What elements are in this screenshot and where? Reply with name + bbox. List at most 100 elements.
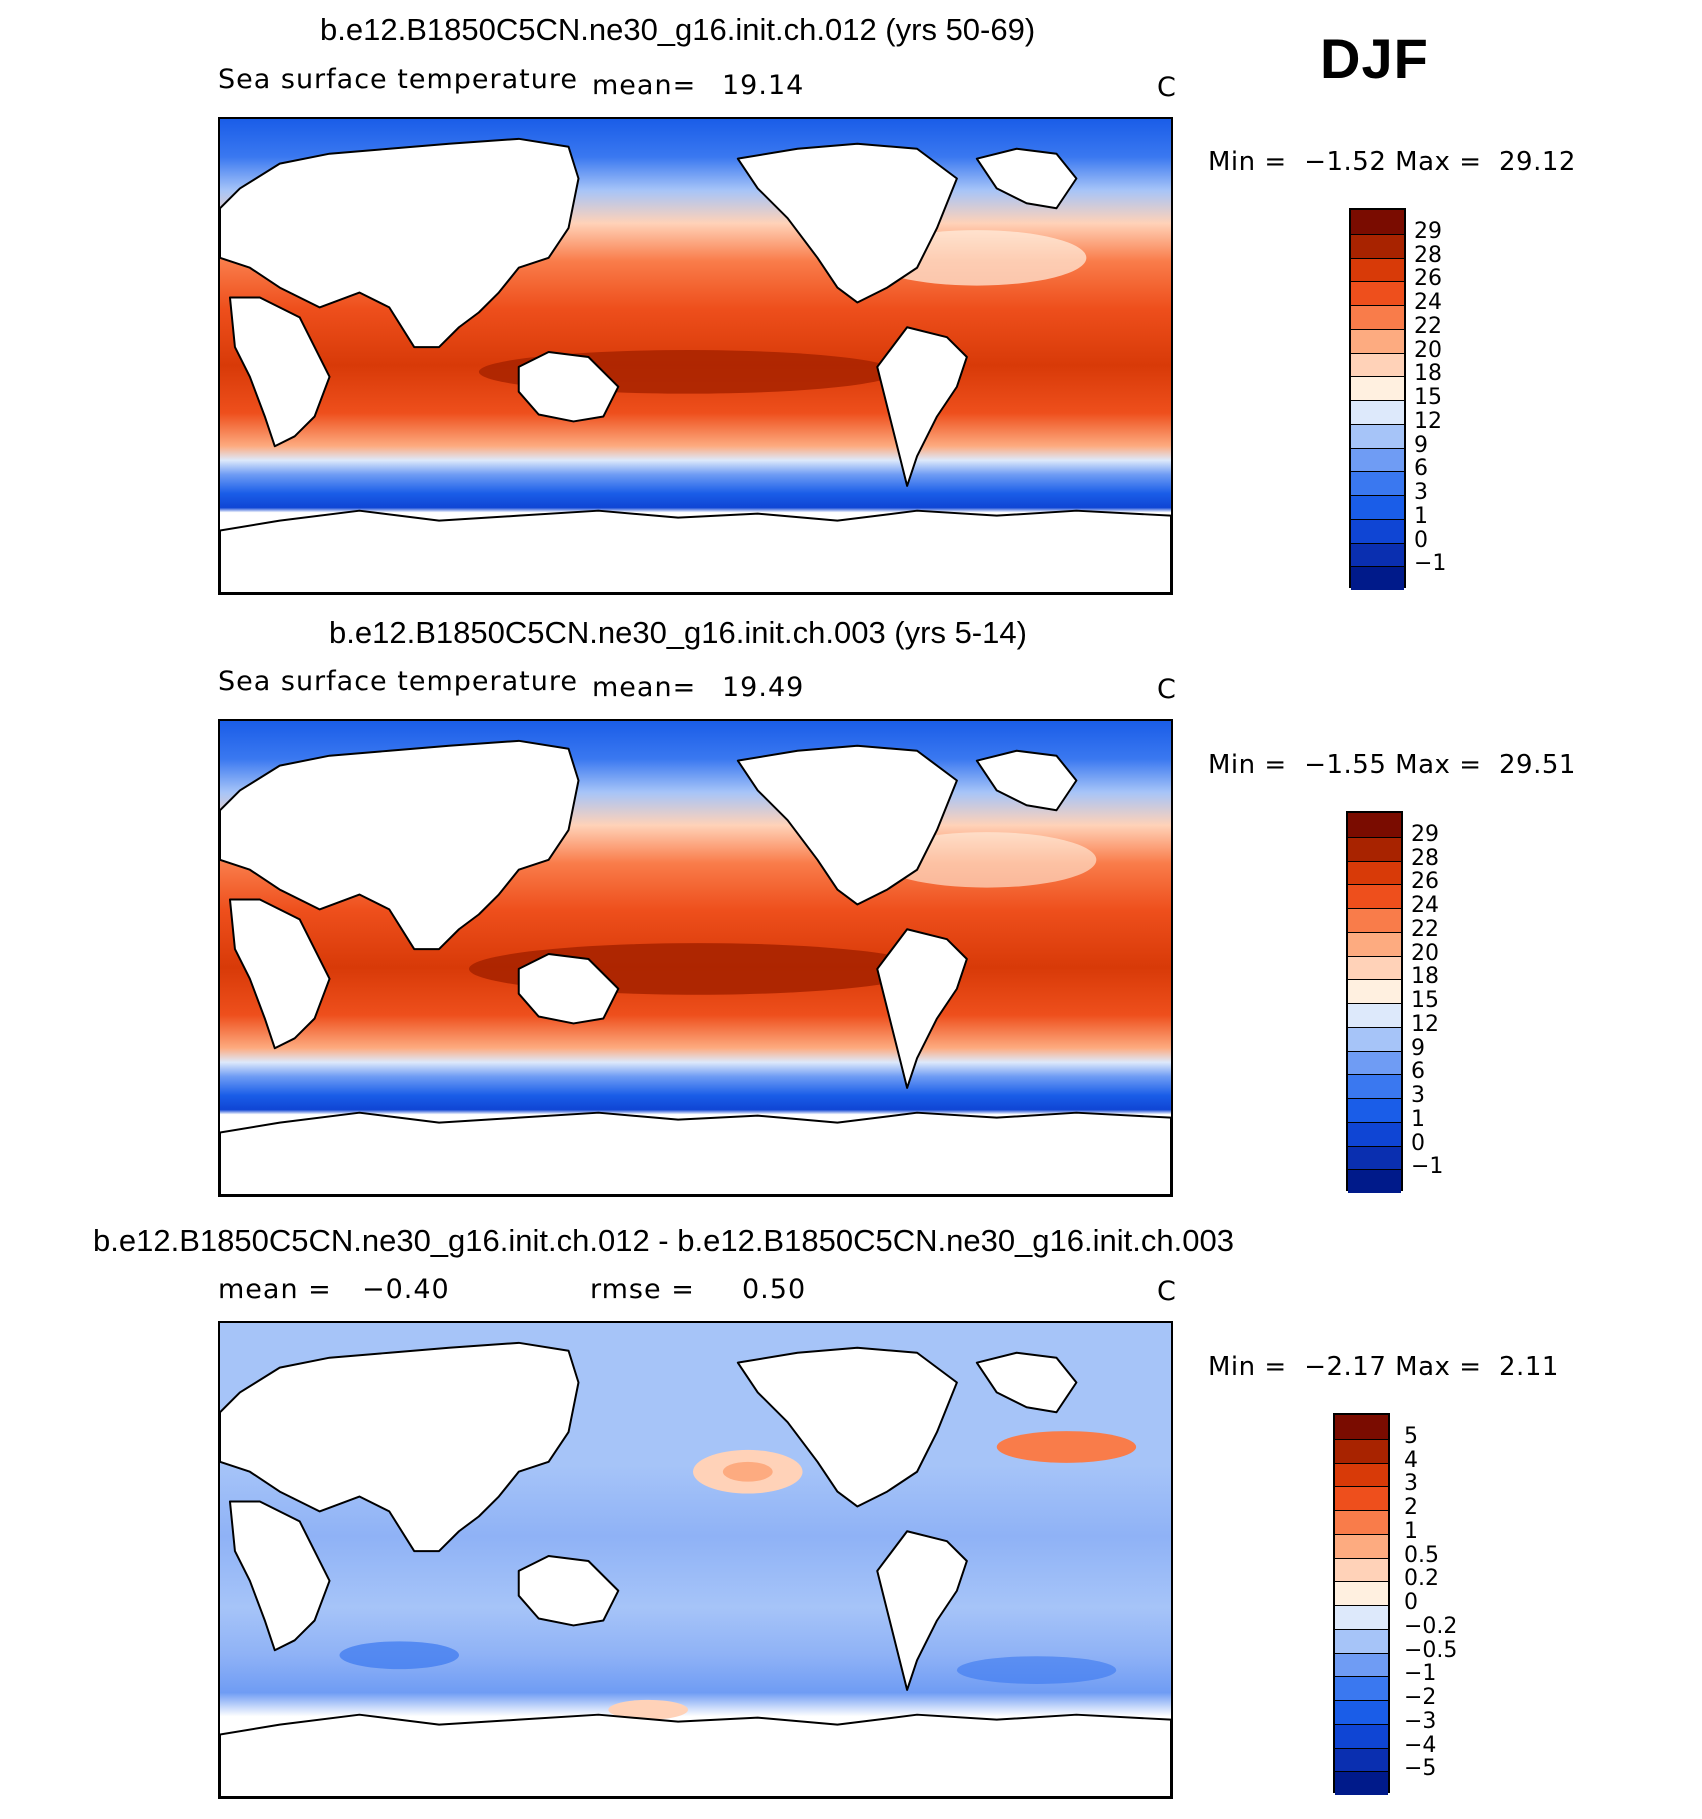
colorbar-tick-label: 28 — [1414, 242, 1442, 268]
colorbar-segment — [1348, 1074, 1401, 1098]
panel3-map — [218, 1321, 1173, 1799]
panel1-title: b.e12.B1850C5CN.ne30_g16.init.ch.012 (yr… — [320, 12, 1036, 47]
panel2-variable: Sea surface temperature — [218, 666, 578, 697]
colorbar-tick-label: 0.5 — [1404, 1542, 1439, 1568]
panel1-mean-label: mean= — [592, 70, 697, 101]
colorbar-tick-label: 20 — [1411, 940, 1439, 966]
panel1-max-label: Max = — [1395, 147, 1482, 177]
colorbar-tick-label: 5 — [1404, 1423, 1418, 1449]
panel1-minmax: Min = −1.52 Max = 29.12 — [1208, 147, 1576, 177]
colorbar-segment — [1335, 1533, 1388, 1558]
colorbar-segment — [1348, 813, 1401, 837]
colorbar-segment — [1351, 210, 1404, 234]
panel3-title: b.e12.B1850C5CN.ne30_g16.init.ch.012 - b… — [93, 1223, 1234, 1258]
colorbar-segment — [1351, 495, 1404, 519]
colorbar-tick-label: 0 — [1414, 527, 1428, 553]
colorbar-segment — [1351, 566, 1404, 590]
colorbar-tick-label: 0 — [1404, 1590, 1418, 1615]
colorbar-segment — [1335, 1438, 1388, 1463]
colorbar-segment — [1348, 931, 1401, 956]
panel2-units: C — [1157, 674, 1177, 705]
colorbar-tick-label: 1 — [1404, 1518, 1418, 1544]
colorbar-segment — [1348, 860, 1401, 885]
colorbar-segment — [1351, 305, 1404, 329]
colorbar-segment — [1348, 955, 1401, 980]
colorbar-tick-label: 12 — [1411, 1011, 1439, 1037]
colorbar-segment — [1351, 471, 1404, 495]
colorbar-segment — [1351, 328, 1404, 353]
colorbar-tick-label: 12 — [1414, 408, 1442, 434]
panel2-min-label: Min = — [1208, 750, 1287, 780]
colorbar-segment — [1351, 376, 1404, 400]
panel3-min-label: Min = — [1208, 1352, 1287, 1382]
colorbar-tick-label: 22 — [1414, 313, 1442, 339]
colorbar-tick-label: 0.2 — [1404, 1566, 1439, 1592]
colorbar-segment — [1348, 1169, 1401, 1193]
colorbar-tick-label: 6 — [1414, 456, 1428, 482]
panel2-map-svg — [220, 721, 1171, 1195]
panel2-colorbar — [1346, 811, 1403, 1193]
panel3-rmse-label: rmse = — [590, 1274, 695, 1305]
colorbar-tick-label: 3 — [1414, 480, 1428, 505]
colorbar-segment — [1335, 1747, 1388, 1772]
colorbar-tick-label: −0.5 — [1404, 1637, 1458, 1663]
colorbar-segment — [1348, 1026, 1401, 1051]
panel3-max-value: 2.11 — [1499, 1352, 1559, 1382]
colorbar-segment — [1351, 257, 1404, 282]
colorbar-segment — [1351, 518, 1404, 543]
colorbar-segment — [1351, 233, 1404, 258]
colorbar-tick-label: 29 — [1414, 218, 1442, 244]
colorbar-tick-label: 26 — [1411, 869, 1439, 895]
colorbar-segment — [1351, 423, 1404, 448]
panel3-max-label: Max = — [1395, 1352, 1482, 1382]
panel2-max-value: 29.51 — [1499, 750, 1576, 780]
colorbar-tick-label: 26 — [1414, 266, 1442, 292]
panel1-min-label: Min = — [1208, 147, 1287, 177]
panel3-rmse-value: 0.50 — [742, 1274, 807, 1305]
panel3-mean-label: mean = — [218, 1274, 332, 1305]
colorbar-segment — [1348, 884, 1401, 908]
panel2-mean-label: mean= — [592, 672, 697, 703]
panel1-max-value: 29.12 — [1499, 147, 1576, 177]
colorbar-segment — [1335, 1676, 1388, 1700]
colorbar-segment — [1348, 1121, 1401, 1146]
colorbar-tick-label: 3 — [1404, 1471, 1418, 1497]
colorbar-tick-label: 1 — [1411, 1106, 1425, 1132]
panel2-title: b.e12.B1850C5CN.ne30_g16.init.ch.003 (yr… — [329, 615, 1027, 650]
colorbar-tick-label: 1 — [1414, 503, 1428, 529]
panel3-units: C — [1157, 1276, 1177, 1307]
colorbar-tick-label: 22 — [1411, 916, 1439, 942]
colorbar-segment — [1348, 908, 1401, 932]
colorbar-tick-label: 2 — [1404, 1495, 1418, 1520]
colorbar-tick-label: −3 — [1404, 1708, 1437, 1734]
panel3-map-svg — [220, 1323, 1171, 1797]
colorbar-tick-label: 28 — [1411, 845, 1439, 871]
panel2-minmax: Min = −1.55 Max = 29.51 — [1208, 750, 1576, 780]
colorbar-segment — [1348, 1050, 1401, 1075]
colorbar-tick-label: −1 — [1404, 1661, 1437, 1687]
panel3-mean-value: −0.40 — [362, 1274, 450, 1305]
colorbar-tick-label: −1 — [1411, 1154, 1444, 1180]
colorbar-tick-label: 20 — [1414, 337, 1442, 363]
panel1-units: C — [1157, 72, 1177, 103]
panel1-mean-value: 19.14 — [722, 70, 805, 101]
colorbar-segment — [1348, 979, 1401, 1003]
colorbar-tick-label: 6 — [1411, 1059, 1425, 1085]
colorbar-segment — [1335, 1486, 1388, 1510]
colorbar-segment — [1351, 542, 1404, 567]
colorbar-segment — [1335, 1723, 1388, 1748]
colorbar-segment — [1348, 1145, 1401, 1170]
colorbar-tick-label: −0.2 — [1404, 1613, 1458, 1639]
colorbar-segment — [1335, 1462, 1388, 1487]
colorbar-tick-label: −1 — [1414, 551, 1447, 577]
colorbar-tick-label: 0 — [1411, 1130, 1425, 1156]
panel3-colorbar — [1333, 1413, 1390, 1795]
colorbar-segment — [1351, 400, 1404, 424]
colorbar-segment — [1351, 447, 1404, 472]
colorbar-segment — [1335, 1700, 1388, 1724]
panel1-colorbar — [1349, 208, 1406, 590]
colorbar-segment — [1335, 1652, 1388, 1677]
colorbar-segment — [1348, 836, 1401, 861]
colorbar-segment — [1335, 1557, 1388, 1582]
colorbar-tick-label: 18 — [1414, 361, 1442, 387]
